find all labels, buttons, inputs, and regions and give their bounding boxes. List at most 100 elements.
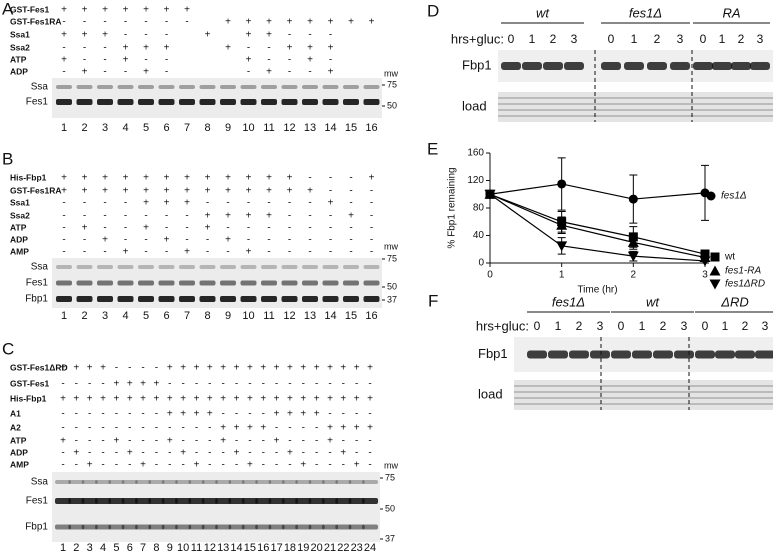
condition-cell: +	[113, 436, 119, 447]
blot-band	[653, 350, 673, 359]
y-tick-label: 120	[467, 175, 484, 186]
time-point: 2	[660, 319, 667, 333]
y-tick-label: 160	[467, 148, 484, 159]
blot-band	[750, 62, 770, 70]
condition-cell: -	[235, 379, 238, 390]
gel-band	[68, 498, 85, 504]
condition-cell: +	[260, 394, 266, 405]
gel-band	[161, 480, 178, 484]
gel-band	[308, 524, 325, 530]
condition-cell: +	[354, 423, 360, 434]
condition-cell: +	[307, 17, 313, 28]
condition-cell: -	[288, 211, 291, 222]
y-tick-label: 40	[473, 230, 485, 241]
condition-cell: +	[143, 5, 149, 16]
condition-cell: -	[165, 247, 168, 258]
gel-band	[343, 280, 359, 286]
gel-band	[240, 85, 257, 89]
gel-band	[241, 524, 258, 530]
gel-band	[362, 498, 379, 504]
condition-cell: -	[88, 423, 91, 434]
time-point: 0	[608, 32, 615, 46]
lane-number: 16	[365, 310, 377, 322]
lane-number: 1	[61, 310, 67, 322]
condition-cell: -	[308, 30, 311, 41]
time-point: 3	[597, 319, 604, 333]
condition-cell: -	[288, 235, 291, 246]
condition-cell: -	[288, 55, 291, 66]
condition-cell: +	[194, 409, 200, 420]
row-label: A2	[10, 422, 21, 432]
condition-cell: +	[220, 436, 226, 447]
lane-number: 12	[204, 542, 216, 554]
condition-cell: -	[124, 235, 127, 246]
gel-band	[268, 524, 285, 530]
blot-label: load	[462, 98, 487, 113]
point	[628, 194, 638, 204]
gel-band	[281, 99, 298, 105]
lane-number: 6	[127, 542, 133, 554]
condition-cell: -	[248, 448, 251, 459]
condition-cell: -	[165, 67, 168, 78]
condition-cell: -	[329, 235, 332, 246]
x-tick-label: 0	[487, 270, 493, 281]
time-point: 1	[719, 32, 726, 46]
lane-number: 24	[364, 542, 376, 554]
mw-label: 75	[387, 79, 397, 89]
condition-cell: -	[315, 448, 318, 459]
condition-cell: +	[60, 436, 66, 447]
lane-number: 13	[304, 122, 316, 134]
gel-band	[179, 280, 195, 286]
blot-band	[564, 62, 584, 70]
condition-cell: -	[328, 460, 331, 471]
condition-cell: -	[165, 211, 168, 222]
condition-cell: +	[314, 409, 320, 420]
lane-number: 19	[297, 542, 309, 554]
time-point: 2	[738, 32, 745, 46]
condition-cell: +	[327, 363, 333, 374]
condition-cell: +	[340, 448, 346, 459]
condition-cell: +	[348, 211, 354, 222]
gel-band	[117, 265, 134, 269]
condition-cell: -	[61, 409, 64, 420]
condition-cell: -	[155, 448, 158, 459]
condition-cell: +	[307, 55, 313, 66]
condition-cell: -	[262, 379, 265, 390]
gel-band	[138, 85, 154, 89]
condition-cell: -	[75, 379, 78, 390]
blot-band	[601, 62, 621, 70]
condition-cell: +	[207, 409, 213, 420]
condition-cell: -	[328, 409, 331, 420]
mw-title: mw	[384, 460, 398, 470]
condition-cell: -	[103, 223, 106, 234]
condition-cell: -	[248, 409, 251, 420]
condition-cell: +	[369, 17, 375, 28]
blot-band	[715, 350, 735, 359]
gel-band	[95, 498, 112, 504]
gel-band	[220, 280, 236, 286]
condition-cell: -	[128, 436, 131, 447]
condition-cell: -	[329, 55, 332, 66]
condition-cell: +	[246, 186, 252, 197]
gel-band	[179, 296, 195, 302]
point	[627, 251, 639, 262]
gel-band	[121, 480, 138, 484]
gel-band	[220, 85, 236, 89]
condition-cell: +	[287, 394, 293, 405]
blot-label: Fbp1	[478, 346, 508, 361]
row-label: GST-Fes1	[10, 378, 49, 388]
condition-cell: -	[103, 55, 106, 66]
gel-band	[215, 524, 232, 530]
gel-band	[201, 480, 218, 484]
condition-cell: -	[141, 436, 144, 447]
condition-cell: +	[234, 423, 240, 434]
gel-band	[220, 265, 236, 269]
condition-cell: -	[155, 436, 158, 447]
condition-cell: -	[342, 409, 345, 420]
condition-cell: +	[287, 363, 293, 374]
condition-cell: +	[225, 43, 231, 54]
condition-cell: +	[82, 173, 88, 184]
gel-band	[220, 99, 236, 105]
condition-cell: +	[287, 17, 293, 28]
condition-cell: -	[141, 423, 144, 434]
